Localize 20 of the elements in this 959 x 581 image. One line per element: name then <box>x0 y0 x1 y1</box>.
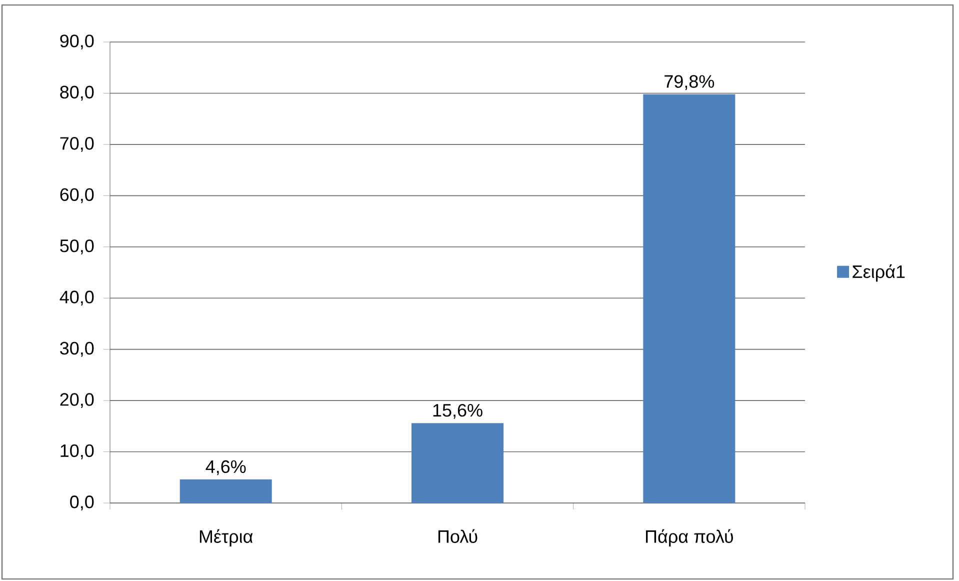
legend-label: Σειρά1 <box>852 264 905 282</box>
y-tick-label: 50,0 <box>60 239 94 254</box>
data-label: 15,6% <box>433 404 482 419</box>
data-label: 4,6% <box>206 460 246 476</box>
x-tick-label: Μέτρια <box>200 529 253 547</box>
x-tick-label: Πάρα πολύ <box>646 529 733 547</box>
y-tick-label: 10,0 <box>60 444 94 460</box>
y-tick-label: 90,0 <box>60 34 94 50</box>
y-tick-label: 20,0 <box>60 393 94 408</box>
bar <box>180 479 272 503</box>
y-tick-label: 60,0 <box>60 188 94 204</box>
bar <box>643 94 736 503</box>
x-tick-label: Πολύ <box>438 529 478 543</box>
y-tick-label: 70,0 <box>60 137 94 152</box>
y-tick-label: 80,0 <box>60 86 94 101</box>
y-tick-label: 30,0 <box>60 342 94 357</box>
bar <box>412 423 504 503</box>
y-tick-label: 40,0 <box>60 290 94 306</box>
data-label: 79,8% <box>664 75 714 90</box>
y-tick-label: 0,0 <box>70 496 94 510</box>
